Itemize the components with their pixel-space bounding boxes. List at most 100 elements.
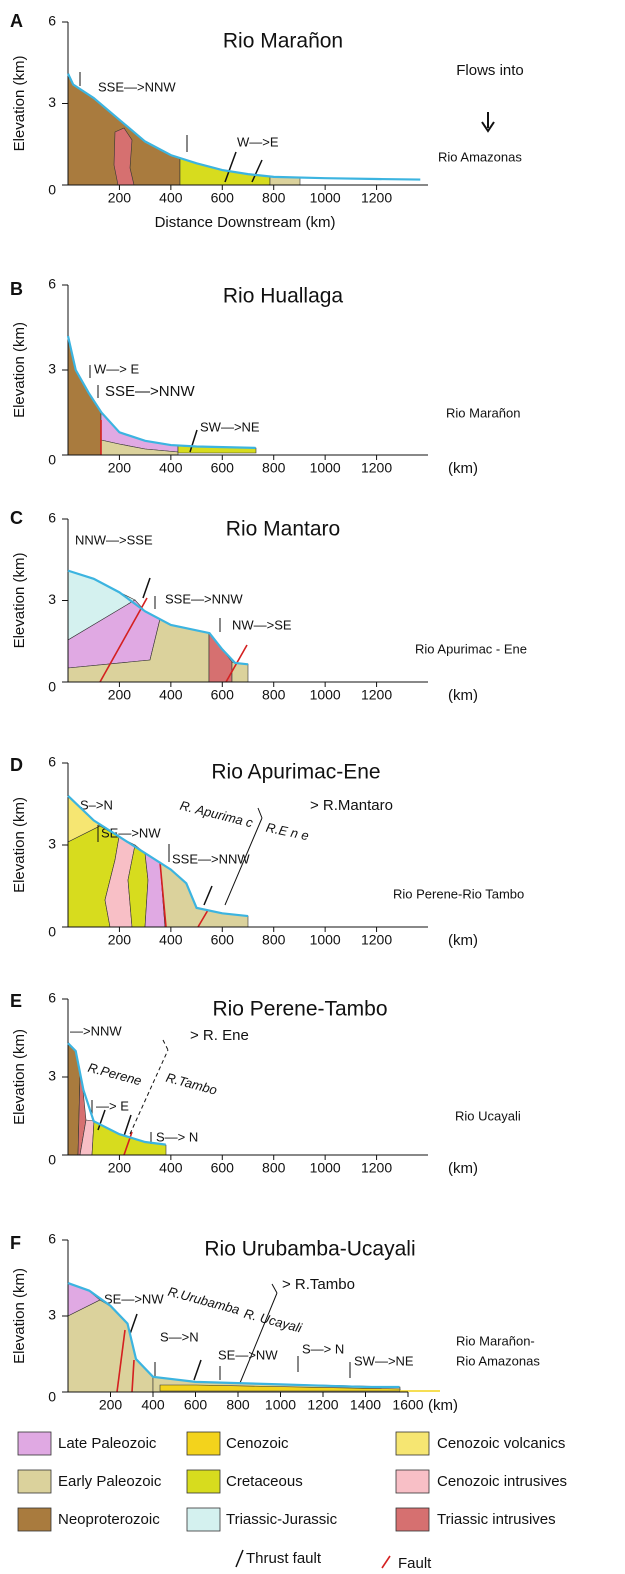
x-tick-label: 1200 — [361, 1160, 392, 1176]
annotation: W—>E — [237, 134, 279, 149]
x-axis-label: (km) — [448, 932, 478, 949]
x-tick-label: 800 — [226, 1397, 250, 1413]
annotation: R. Apurima c — [178, 798, 255, 831]
annotation: R.Perene — [86, 1060, 143, 1089]
x-tick-label: 1400 — [350, 1397, 381, 1413]
y-tick-label: 0 — [48, 1152, 56, 1168]
annotation: R.Tambo — [164, 1070, 218, 1098]
legend-swatch — [395, 1507, 430, 1532]
x-tick-label: 400 — [159, 460, 183, 476]
annotation: SE—>NW — [101, 825, 161, 840]
y-axis-label: Elevation (km) — [11, 553, 28, 649]
annotation: NW—>SE — [232, 617, 292, 632]
annotation: SSE—>NNW — [172, 851, 250, 866]
legend-label: Cenozoic intrusives — [437, 1473, 567, 1490]
thrust-fault — [142, 577, 151, 599]
legend-swatch — [186, 1507, 221, 1532]
fault — [131, 1359, 135, 1393]
legend-swatch — [17, 1469, 52, 1494]
geology-d — [67, 795, 263, 928]
y-tick-label: 6 — [48, 990, 56, 1006]
confluence-line — [129, 1039, 169, 1135]
panel-title: Rio Huallaga — [223, 285, 344, 308]
y-axis-label: Elevation (km) — [11, 1029, 28, 1125]
x-tick-label: 600 — [211, 932, 235, 948]
x-tick-label: 1200 — [361, 190, 392, 206]
x-tick-label: 400 — [159, 687, 183, 703]
annotation: NNW—>SSE — [75, 532, 153, 547]
x-tick-label: 600 — [211, 190, 235, 206]
annotation: SSE—>NNW — [98, 79, 176, 94]
panel-title: Rio Marañon — [223, 30, 343, 53]
y-axis-label: Elevation (km) — [11, 322, 28, 418]
y-tick-label: 3 — [48, 361, 56, 377]
y-tick-label: 3 — [48, 94, 56, 110]
panel-letter: E — [10, 991, 22, 1011]
fault — [99, 597, 148, 683]
x-axis-label: (km) — [428, 1397, 458, 1414]
river-profile — [67, 73, 421, 181]
river-profile — [67, 569, 249, 666]
thrust-fault — [123, 1114, 132, 1137]
annotation: > R. Ene — [190, 1027, 249, 1044]
confluence-line — [224, 807, 263, 906]
annotation: S–>N — [80, 797, 113, 812]
y-tick-label: 0 — [48, 1389, 56, 1405]
river-profile — [67, 1042, 166, 1146]
x-tick-label: 600 — [211, 1160, 235, 1176]
x-tick-label: 400 — [159, 1160, 183, 1176]
legend-label: Fault — [398, 1555, 432, 1572]
flow-arrow — [481, 112, 495, 133]
fault — [116, 1329, 126, 1393]
panel-title: Rio Perene-Tambo — [212, 998, 387, 1021]
y-tick-label: 0 — [48, 679, 56, 695]
x-tick-label: 200 — [108, 687, 132, 703]
legend-label: Early Paleozoic — [58, 1473, 162, 1490]
annotation: R.E n e — [265, 820, 311, 844]
river-profile — [66, 335, 256, 450]
annotation: SSE—>NNW — [165, 591, 243, 606]
x-axis-label: (km) — [448, 1160, 478, 1177]
y-axis-label: Elevation (km) — [11, 797, 28, 893]
x-tick-label: 1600 — [392, 1397, 423, 1413]
annotation: SE—>NW — [104, 1291, 164, 1306]
panel-letter: A — [10, 11, 23, 31]
annotation: SW—>NE — [200, 419, 260, 434]
y-tick-label: 0 — [48, 924, 56, 940]
fault-symbol — [381, 1555, 391, 1569]
annotation: S—> N — [302, 1341, 344, 1356]
annotation: S—> N — [156, 1129, 198, 1144]
x-tick-label: 600 — [211, 687, 235, 703]
confluence-line — [239, 1283, 278, 1384]
x-tick-label: 1000 — [310, 1160, 341, 1176]
annotation: SE—>NW — [218, 1347, 278, 1362]
x-tick-label: 1200 — [361, 687, 392, 703]
annotation: > R.Tambo — [282, 1276, 355, 1293]
y-tick-label: 0 — [48, 452, 56, 468]
x-tick-label: 1200 — [307, 1397, 338, 1413]
panel-title: Rio Mantaro — [226, 518, 340, 541]
y-tick-label: 3 — [48, 591, 56, 607]
legend-label: Triassic intrusives — [437, 1511, 556, 1528]
y-tick-label: 6 — [48, 1231, 56, 1247]
river-profile — [67, 795, 249, 918]
outlet: Rio Amazonas — [438, 149, 522, 164]
y-tick-label: 6 — [48, 13, 56, 29]
panel-letter: C — [10, 508, 23, 528]
fault — [197, 909, 209, 928]
x-axis-label: (km) — [448, 460, 478, 477]
annotation: —> E — [96, 1098, 129, 1113]
x-tick-label: 800 — [262, 687, 286, 703]
annotation: SW—>NE — [354, 1353, 414, 1368]
legend-label: Cenozoic volcanics — [437, 1435, 565, 1452]
annotation: SSE—>NNW — [105, 383, 195, 400]
legend-swatch — [17, 1507, 52, 1532]
annotation: R. Ucayali — [242, 1306, 304, 1336]
x-tick-label: 200 — [108, 460, 132, 476]
x-tick-label: 800 — [262, 1160, 286, 1176]
thrust-fault — [193, 1359, 202, 1381]
y-tick-label: 0 — [48, 182, 56, 198]
annotation: > R.Mantaro — [310, 797, 393, 814]
x-tick-label: 400 — [159, 190, 183, 206]
